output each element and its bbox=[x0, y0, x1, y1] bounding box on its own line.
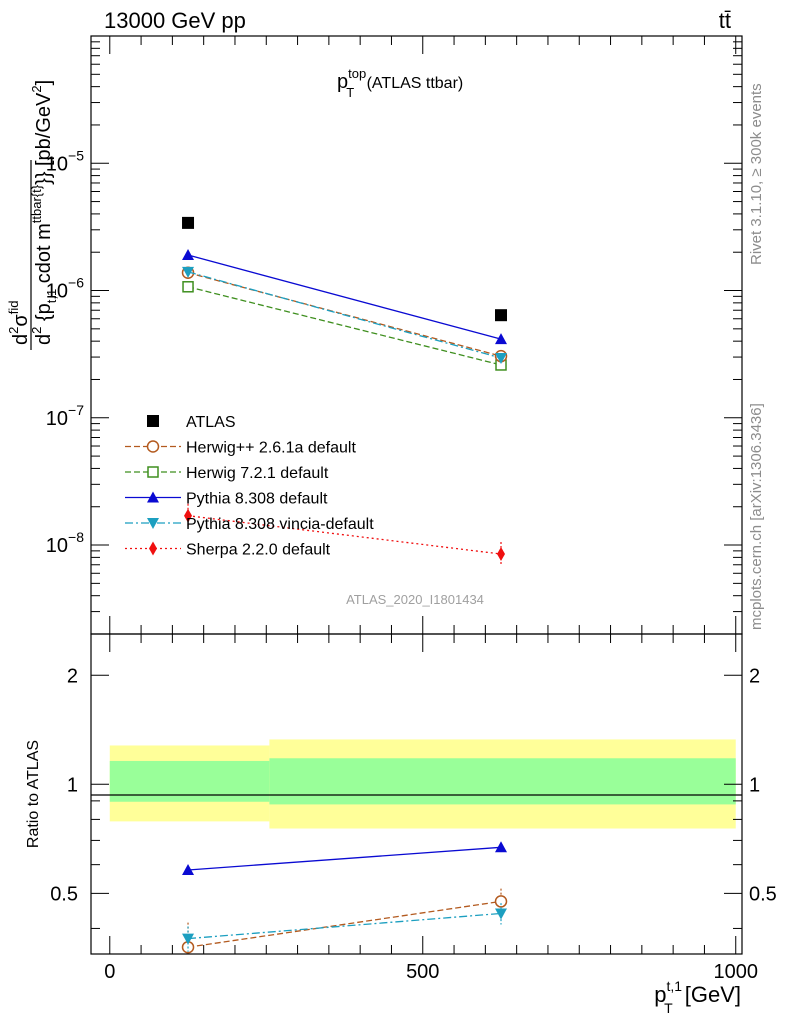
analysis-watermark: ATLAS_2020_I1801434 bbox=[346, 592, 484, 607]
ratio-y-tick-label: 0.5 bbox=[50, 883, 78, 905]
legend-label: ATLAS bbox=[186, 414, 236, 431]
mcplots-label: mcplots.cern.ch [arXiv:1306.3436] bbox=[748, 403, 765, 630]
data-point bbox=[182, 249, 195, 261]
uncertainty-band-inner bbox=[269, 758, 736, 805]
ratio-y-tick-label-right: 1 bbox=[749, 774, 760, 796]
ratio-point bbox=[495, 908, 508, 920]
ratio-frame bbox=[90, 633, 743, 955]
ratio-x-tick-label: 1000 bbox=[713, 961, 758, 983]
ylabel-numerator: d2σfid bbox=[6, 301, 32, 345]
ratio-line bbox=[187, 912, 502, 940]
data-point bbox=[184, 508, 193, 523]
y-tick-label: 10−6 bbox=[46, 275, 84, 303]
ratio-panel: 0.5 0.5 1 1 2 2 0 500 1000 Ratio to ATLAS pt,1 T … bbox=[25, 633, 777, 1016]
legend: ATLAS Herwig++ 2.6.1a default Herwig 7.2.1… bbox=[125, 414, 374, 559]
data-point bbox=[497, 547, 506, 562]
ratio-y-tick-label: 2 bbox=[67, 665, 78, 687]
legend-marker bbox=[147, 518, 159, 529]
ylabel-denominator: d2 {pt,1 cdot mttbar{t}}} [pb/GeV2] bbox=[29, 80, 59, 345]
ratio-ticks: 0.5 0.5 1 1 2 2 0 500 1000 bbox=[50, 634, 777, 983]
legend-marker bbox=[146, 440, 160, 453]
legend-label: Sherpa 2.2.0 default bbox=[186, 542, 331, 559]
ratio-bands bbox=[109, 739, 736, 829]
main-title: ptop T (ATLAS ttbar) bbox=[337, 66, 463, 100]
series-line bbox=[187, 271, 502, 359]
y-tick-label: 10−7 bbox=[46, 402, 84, 430]
legend-marker bbox=[147, 415, 159, 427]
main-panel: 10−8 10−7 10−6 10−5 ptop T (ATLAS ttbar) ATL… bbox=[6, 35, 743, 635]
ratio-line bbox=[187, 846, 502, 871]
ratio-point bbox=[182, 863, 195, 875]
ratio-marks bbox=[181, 841, 508, 954]
legend-label: Pythia 8.308 vincia-default bbox=[186, 516, 374, 533]
main-ylabel: d2σfid d2 {pt,1 cdot mttbar{t}}} [pb/GeV… bbox=[6, 80, 59, 350]
data-point bbox=[495, 333, 508, 345]
y-tick-label: 10−8 bbox=[46, 529, 84, 557]
process-label: tt̄ bbox=[719, 8, 731, 33]
main-ticks: 10−8 10−7 10−6 10−5 bbox=[46, 35, 742, 635]
data-point bbox=[495, 309, 508, 322]
y-tick-label: 10−5 bbox=[46, 147, 84, 175]
data-point bbox=[182, 281, 194, 293]
main-marks bbox=[181, 216, 508, 567]
uncertainty-band-inner bbox=[109, 760, 270, 802]
ratio-point bbox=[494, 895, 508, 908]
data-point bbox=[182, 266, 195, 278]
ratio-point bbox=[182, 933, 195, 945]
ratio-ylabel: Ratio to ATLAS bbox=[25, 740, 42, 848]
ratio-y-tick-label-right: 0.5 bbox=[749, 883, 777, 905]
ratio-xlabel: pt,1 T [GeV] bbox=[654, 978, 741, 1016]
ratio-x-tick-label: 0 bbox=[104, 961, 115, 983]
series-line bbox=[187, 254, 502, 340]
ratio-line bbox=[187, 900, 502, 948]
ratio-y-tick-label: 1 bbox=[67, 774, 78, 796]
legend-label: Herwig++ 2.6.1a default bbox=[186, 440, 356, 457]
legend-label: Pythia 8.308 default bbox=[186, 491, 328, 508]
ratio-x-tick-label: 500 bbox=[406, 961, 439, 983]
ratio-y-tick-label-right: 2 bbox=[749, 665, 760, 687]
ratio-point bbox=[495, 841, 508, 853]
data-point bbox=[495, 352, 508, 364]
data-point bbox=[182, 216, 195, 229]
energy-label: 13000 GeV pp bbox=[104, 8, 246, 33]
rivet-label: Rivet 3.1.10, ≥ 300k events bbox=[748, 83, 765, 265]
legend-label: Herwig 7.2.1 default bbox=[186, 465, 329, 482]
legend-marker bbox=[149, 541, 157, 556]
legend-marker bbox=[147, 491, 159, 503]
legend-marker bbox=[147, 466, 159, 478]
